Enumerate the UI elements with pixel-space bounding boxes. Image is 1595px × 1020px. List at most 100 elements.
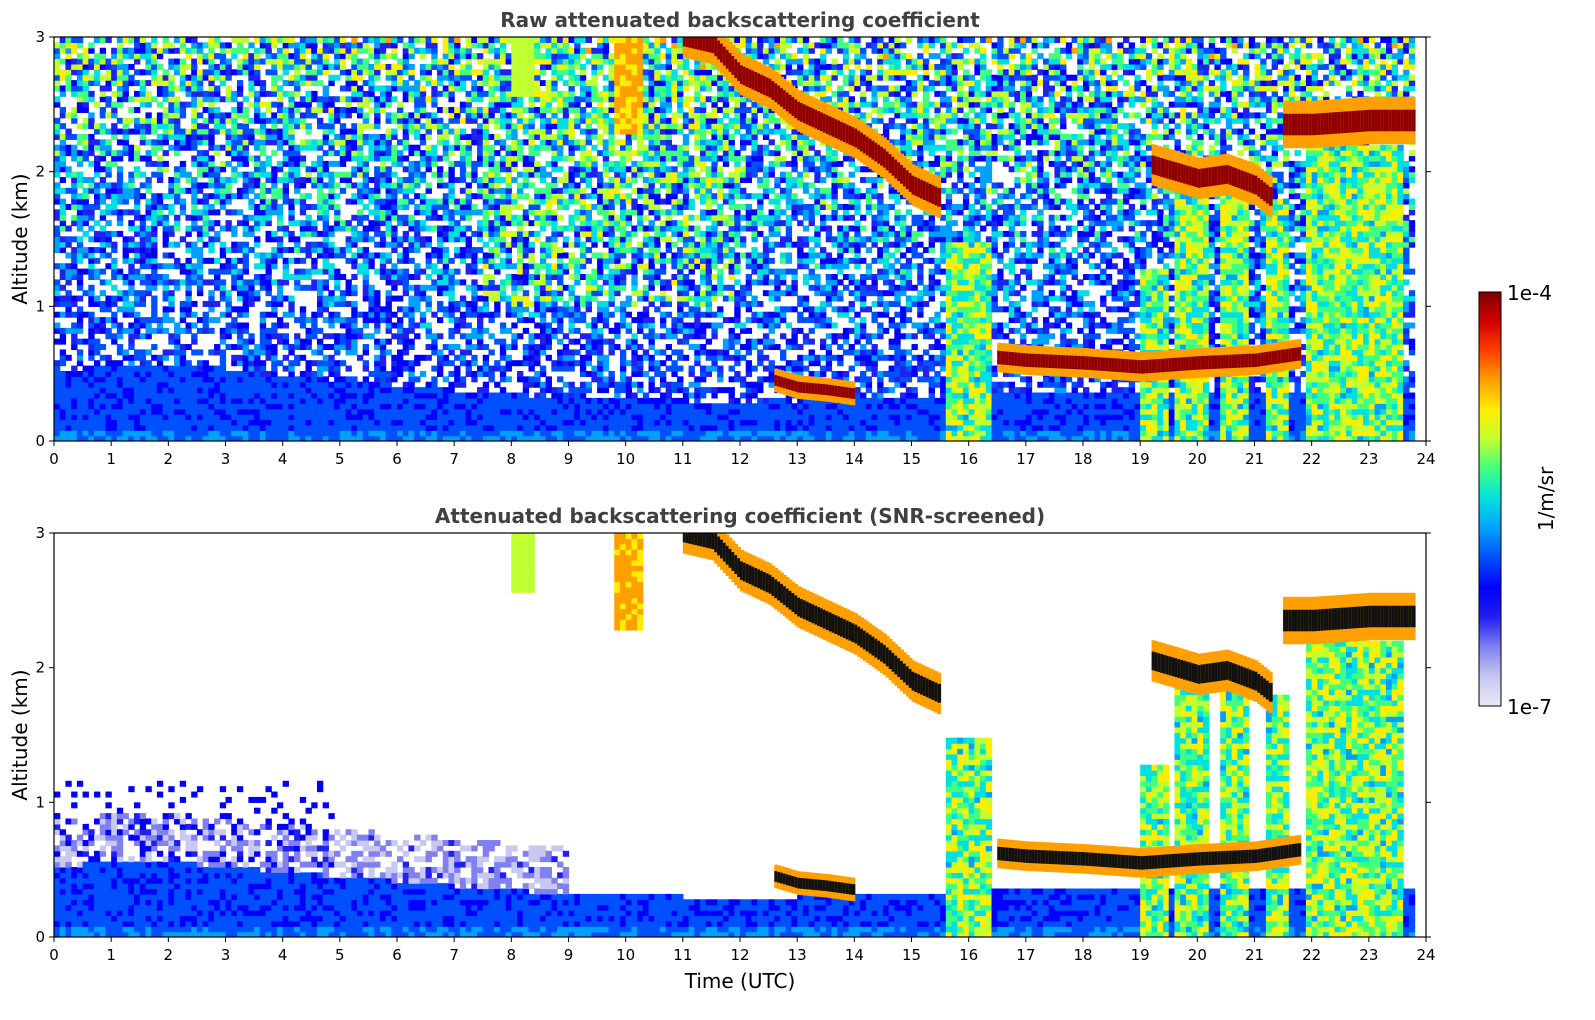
heatmap-cell: [65, 263, 72, 270]
heatmap-cell: [214, 193, 221, 200]
heatmap-cell: [174, 47, 181, 54]
heatmap-cell: [105, 193, 112, 200]
heatmap-cell: [151, 381, 158, 388]
heatmap-cell: [397, 430, 404, 437]
heatmap-cell: [368, 311, 375, 318]
heatmap-cell: [242, 252, 249, 259]
heatmap-cell: [419, 311, 427, 318]
heatmap-cell: [397, 69, 404, 76]
heatmap-cell: [368, 397, 375, 404]
heatmap-cell: [379, 42, 387, 49]
heatmap-cell: [94, 268, 101, 275]
heatmap-cell: [477, 80, 484, 87]
heatmap-cell: [208, 435, 215, 441]
heatmap-cell: [128, 290, 135, 297]
heatmap-cell: [494, 96, 501, 103]
heatmap-cell: [111, 90, 118, 97]
heatmap-cell: [419, 225, 427, 232]
heatmap-cell: [397, 80, 404, 87]
heatmap-cell: [545, 344, 552, 351]
heatmap-cell: [122, 63, 129, 70]
heatmap-cell: [574, 424, 581, 431]
heatmap-cell: [339, 300, 347, 307]
heatmap-cell: [231, 112, 238, 119]
heatmap-cell: [437, 279, 444, 286]
heatmap-cell: [505, 193, 512, 200]
heatmap-cell: [248, 370, 255, 377]
heatmap-cell: [191, 80, 198, 87]
heatmap-cell: [437, 74, 444, 81]
heatmap-cell: [499, 209, 507, 216]
heatmap-cell: [105, 376, 112, 383]
heatmap-cell: [88, 327, 95, 334]
heatmap-cell: [299, 63, 307, 70]
heatmap-cell: [259, 144, 267, 151]
heatmap-cell: [442, 63, 450, 70]
heatmap-cell: [305, 177, 312, 184]
heatmap-cell: [265, 284, 272, 291]
heatmap-cell: [116, 37, 124, 43]
heatmap-cell: [374, 327, 381, 334]
heatmap-cell: [122, 381, 129, 388]
heatmap-cell: [71, 430, 78, 437]
heatmap-cell: [139, 53, 147, 60]
heatmap-cell: [568, 241, 575, 248]
heatmap-cell: [345, 69, 352, 76]
heatmap-cell: [334, 300, 341, 307]
heatmap-cell: [482, 139, 490, 146]
heatmap-cell: [339, 107, 347, 114]
heatmap-cell: [276, 53, 284, 60]
heatmap-cell: [116, 42, 124, 49]
heatmap-cell: [122, 139, 129, 146]
heatmap-cell: [391, 424, 398, 431]
heatmap-cell: [431, 155, 438, 162]
heatmap-cell: [557, 74, 564, 81]
heatmap-cell: [477, 123, 484, 130]
heatmap-cell: [265, 171, 272, 178]
heatmap-cell: [82, 392, 89, 399]
heatmap-cell: [59, 155, 67, 162]
heatmap-cell: [116, 117, 124, 124]
heatmap-cell: [236, 101, 244, 108]
heatmap-cell: [179, 397, 187, 404]
heatmap-cell: [442, 155, 450, 162]
heatmap-cell: [562, 360, 570, 367]
heatmap-cell: [465, 58, 472, 65]
heatmap-cell: [488, 85, 495, 92]
heatmap-cell: [116, 90, 124, 97]
heatmap-cell: [145, 112, 152, 119]
heatmap-cell: [151, 317, 158, 324]
heatmap-cell: [191, 214, 198, 221]
heatmap-cell: [454, 252, 461, 259]
heatmap-cell: [334, 107, 341, 114]
heatmap-cell: [431, 311, 438, 318]
heatmap-cell: [259, 47, 267, 54]
heatmap-cell: [368, 387, 375, 394]
heatmap-cell: [339, 322, 347, 329]
heatmap-cell: [499, 241, 507, 248]
heatmap-cell: [356, 193, 364, 200]
heatmap-cell: [545, 63, 552, 70]
heatmap-cell: [425, 381, 432, 388]
heatmap-cell: [174, 117, 181, 124]
heatmap-cell: [391, 354, 398, 361]
heatmap-cell: [391, 74, 398, 81]
heatmap-cell: [242, 354, 249, 361]
heatmap-cell: [539, 133, 547, 140]
heatmap-cell: [76, 203, 84, 210]
heatmap-cell: [562, 225, 570, 232]
heatmap-cell: [196, 133, 204, 140]
heatmap-cell: [276, 397, 284, 404]
heatmap-cell: [82, 90, 89, 97]
heatmap-cell: [528, 112, 535, 119]
heatmap-cell: [174, 338, 181, 345]
heatmap-cell: [71, 198, 78, 205]
heatmap-cell: [128, 397, 135, 404]
heatmap-cell: [545, 300, 552, 307]
heatmap-cell: [425, 69, 432, 76]
heatmap-cell: [128, 128, 135, 135]
heatmap-cell: [288, 403, 295, 410]
heatmap-cell: [505, 295, 512, 302]
heatmap-cell: [276, 63, 284, 70]
heatmap-cell: [151, 193, 158, 200]
